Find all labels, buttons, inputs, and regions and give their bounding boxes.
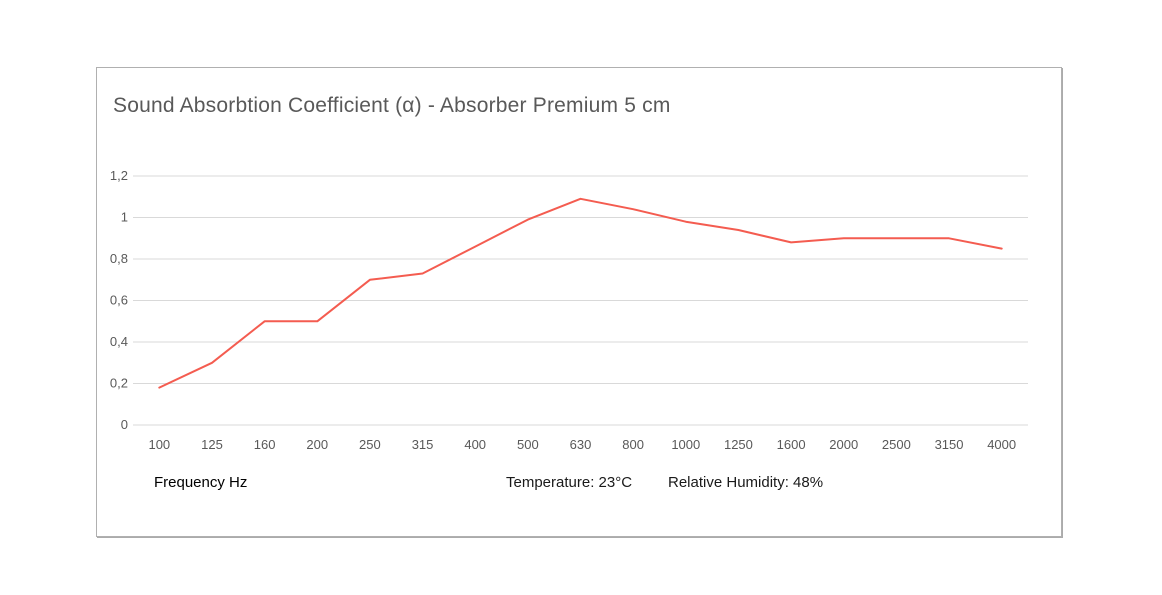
x-tick-label: 1600 [777, 437, 806, 452]
x-tick-label: 1250 [724, 437, 753, 452]
x-tick-label: 3150 [935, 437, 964, 452]
x-tick-label: 630 [570, 437, 592, 452]
x-tick-label: 2000 [829, 437, 858, 452]
humidity-label: Relative Humidity: 48% [668, 474, 824, 491]
y-tick-label: 0,6 [110, 293, 128, 308]
y-tick-label: 0,8 [110, 251, 128, 266]
line-chart: 0 0,2 0,4 0,6 0,8 1 1,2 100 125 160 200 250 315 400 50… [110, 168, 1028, 452]
temperature-label: Temperature: 23°C [506, 474, 633, 491]
x-tick-label: 4000 [987, 437, 1016, 452]
absorption-line [158, 197, 1003, 389]
y-tick-label: 1,2 [110, 168, 128, 183]
x-tick-label: 200 [306, 437, 328, 452]
x-tick-label: 400 [464, 437, 486, 452]
x-tick-label: 125 [201, 437, 223, 452]
x-tick-label: 1000 [671, 437, 700, 452]
x-tick-label: 160 [254, 437, 276, 452]
x-tick-label: 315 [412, 437, 434, 452]
x-axis-title: Frequency Hz [154, 474, 248, 491]
x-tick-label: 500 [517, 437, 539, 452]
x-tick-label: 2500 [882, 437, 911, 452]
y-tick-label: 0,4 [110, 334, 128, 349]
x-tick-label: 800 [622, 437, 644, 452]
chart-card: Sound Absorbtion Coefficient (α) - Absor… [96, 67, 1062, 537]
y-tick-label: 1 [121, 210, 128, 225]
y-tick-label: 0,2 [110, 376, 128, 391]
x-tick-label: 250 [359, 437, 381, 452]
x-tick-label: 100 [148, 437, 170, 452]
y-tick-label: 0 [121, 417, 128, 432]
chart-title: Sound Absorbtion Coefficient (α) - Absor… [113, 94, 671, 117]
